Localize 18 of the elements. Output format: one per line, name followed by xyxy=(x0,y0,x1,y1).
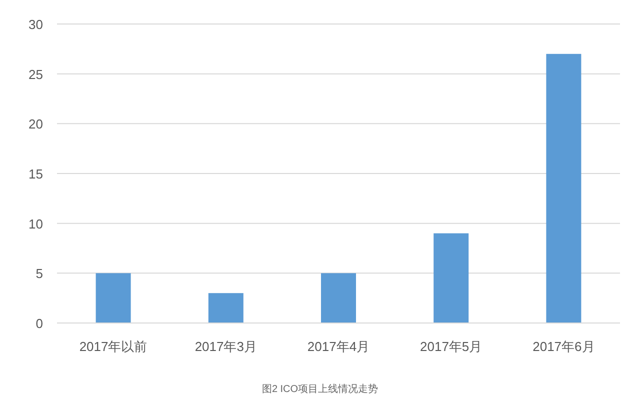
y-tick-label: 20 xyxy=(28,116,43,132)
y-tick-label: 30 xyxy=(28,17,43,32)
bar xyxy=(434,233,469,323)
bar xyxy=(96,273,131,323)
y-tick-label: 15 xyxy=(28,166,43,182)
x-tick-label: 2017年4月 xyxy=(307,339,370,354)
x-tick-label: 2017年3月 xyxy=(194,339,257,354)
bar xyxy=(546,54,582,323)
y-tick-label: 5 xyxy=(36,266,43,282)
x-tick-label: 2017年以前 xyxy=(79,339,148,354)
y-tick-label: 0 xyxy=(36,316,43,331)
y-tick-label: 10 xyxy=(28,216,43,232)
bar xyxy=(321,273,356,323)
y-tick-label: 25 xyxy=(28,66,43,82)
caption: 图2 ICO项目上线情况走势 xyxy=(262,383,378,395)
bar xyxy=(208,293,244,323)
x-tick-label: 2017年6月 xyxy=(532,339,595,354)
x-tick-label: 2017年5月 xyxy=(420,339,482,354)
